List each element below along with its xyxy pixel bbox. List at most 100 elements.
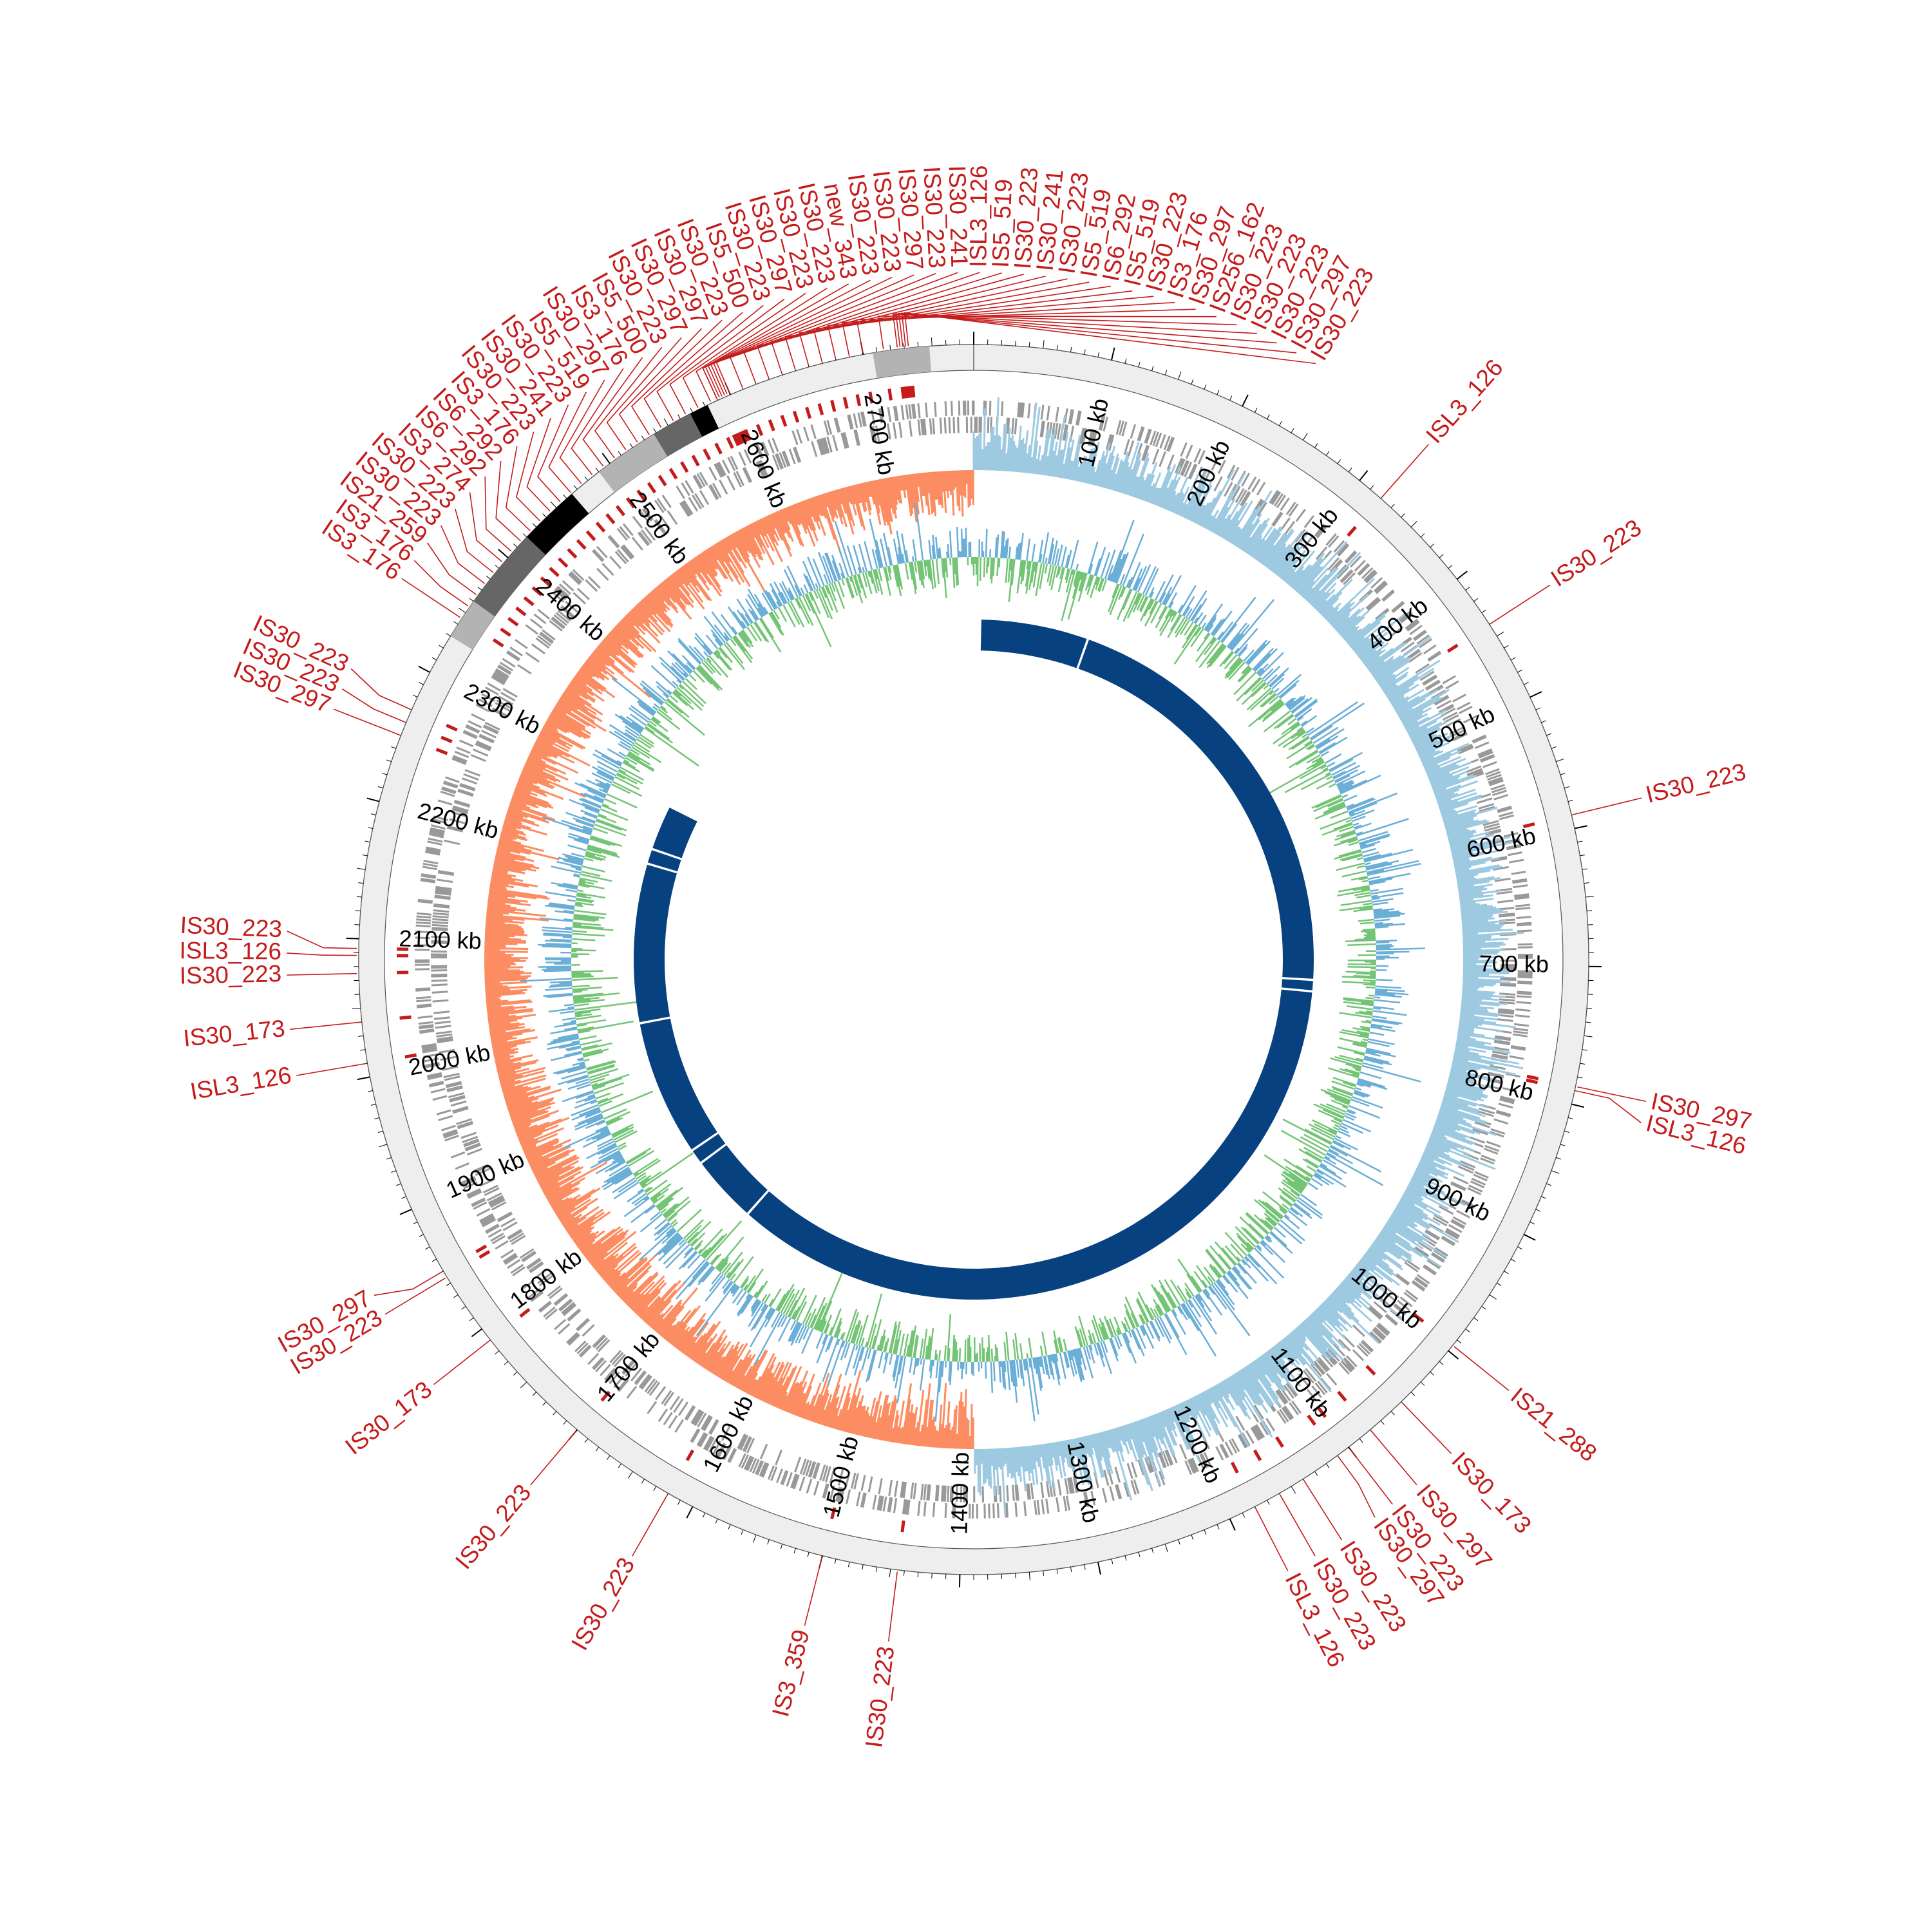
tick-mark <box>584 1438 589 1443</box>
is-leader-line <box>804 1557 823 1626</box>
is-leader-line <box>413 560 469 607</box>
tick-mark <box>1111 1558 1113 1564</box>
tick-mark <box>1481 609 1486 614</box>
tick-mark <box>1325 451 1330 456</box>
is-mark <box>691 455 700 467</box>
tick-mark <box>1510 1258 1516 1262</box>
is-mark <box>1347 526 1357 537</box>
tick-mark <box>352 1007 361 1009</box>
is-mark <box>900 1520 905 1533</box>
is-leader-line <box>374 1271 442 1296</box>
tick-mark <box>439 645 444 649</box>
is-mark <box>605 513 616 525</box>
scale-ticks <box>346 332 1602 1587</box>
tick-mark <box>391 1170 397 1173</box>
is-leader-line <box>571 368 624 475</box>
is-leader-line <box>606 337 682 451</box>
tick-mark <box>584 476 589 481</box>
tick-mark <box>1314 1471 1318 1476</box>
tick-mark <box>1291 1486 1296 1494</box>
tick-mark <box>1439 1361 1444 1365</box>
tick-mark <box>374 1117 380 1119</box>
is-leader-line <box>1381 444 1429 498</box>
blast-gap <box>1281 976 1315 981</box>
is-mark <box>1317 1406 1327 1418</box>
is-mark <box>399 1015 412 1020</box>
is-leader-line <box>537 404 569 502</box>
tick-mark <box>1191 379 1194 384</box>
is-leader-line <box>643 312 743 428</box>
is-element-marks <box>397 385 1539 1533</box>
tick-mark <box>1504 645 1509 649</box>
tick-mark <box>1524 682 1529 685</box>
is-leader-line <box>827 296 1154 359</box>
is-leader-line <box>743 274 1024 383</box>
tick-mark <box>346 937 359 940</box>
is-leader-line <box>515 431 540 522</box>
tick-mark <box>607 1455 611 1460</box>
tick-mark <box>807 1551 810 1557</box>
scale-label: 200 kb <box>1181 435 1235 509</box>
tick-mark <box>1097 352 1100 357</box>
is-leader-line <box>341 688 405 723</box>
is-leader-line <box>669 298 785 415</box>
blast-arc <box>634 620 1314 1300</box>
tick-mark <box>1530 1221 1535 1225</box>
tick-mark <box>1465 1329 1470 1332</box>
is-label-text: IS30_223 <box>180 912 283 943</box>
is-mark <box>1337 1390 1347 1402</box>
tick-mark <box>1390 1411 1395 1416</box>
tick-mark <box>1254 408 1258 413</box>
tick-mark <box>1586 1007 1593 1009</box>
is-mark <box>703 448 712 460</box>
tick-mark <box>1564 786 1569 789</box>
tick-mark <box>1178 371 1182 380</box>
scale-label: 2000 kb <box>406 1039 493 1081</box>
is-mark <box>911 385 916 398</box>
tick-mark <box>1586 1021 1591 1023</box>
tick-mark <box>793 1548 796 1553</box>
tick-mark <box>542 513 547 518</box>
is-mark <box>817 403 824 415</box>
tick-mark <box>495 1350 500 1354</box>
tick-mark <box>370 813 376 815</box>
is-mark <box>500 627 511 637</box>
tick-mark <box>446 633 451 637</box>
tick-mark <box>1380 1420 1385 1425</box>
is-mark <box>523 596 535 607</box>
is-label-text: ISL3_126 <box>179 937 281 964</box>
is-leader-line <box>1402 1403 1452 1454</box>
tick-mark <box>1267 414 1270 419</box>
tick-mark <box>1489 1294 1497 1300</box>
tick-mark <box>563 1420 567 1425</box>
blast-gap <box>650 848 683 861</box>
is-mark <box>732 434 740 446</box>
tick-mark <box>366 797 380 802</box>
tick-mark <box>453 1294 459 1298</box>
is-leader-lines <box>287 272 1647 1642</box>
is-leader-line <box>632 1495 668 1557</box>
is-leader-line <box>892 313 1237 348</box>
tick-mark <box>1124 1555 1127 1561</box>
is-leader-line <box>696 287 828 402</box>
is-mark <box>435 748 448 755</box>
is-leader-line <box>901 312 1297 354</box>
is-leader-line <box>426 542 477 596</box>
is-mark <box>540 576 551 587</box>
tick-mark <box>1138 1551 1141 1557</box>
tick-mark <box>471 1328 482 1338</box>
tick-mark <box>1217 1524 1220 1530</box>
tick-mark <box>1580 855 1586 857</box>
tick-mark <box>563 494 567 499</box>
tick-mark <box>379 1144 388 1148</box>
is-mark <box>842 397 849 409</box>
tick-mark <box>1504 1271 1509 1274</box>
is-mark <box>558 557 569 568</box>
is-label-text: IS5_519 <box>987 178 1018 268</box>
tick-mark <box>1586 896 1595 898</box>
is-mark <box>658 475 667 487</box>
tick-mark <box>1370 485 1374 490</box>
tick-mark <box>1420 1381 1425 1386</box>
blast-gap <box>638 1016 672 1025</box>
tick-mark <box>477 587 482 591</box>
